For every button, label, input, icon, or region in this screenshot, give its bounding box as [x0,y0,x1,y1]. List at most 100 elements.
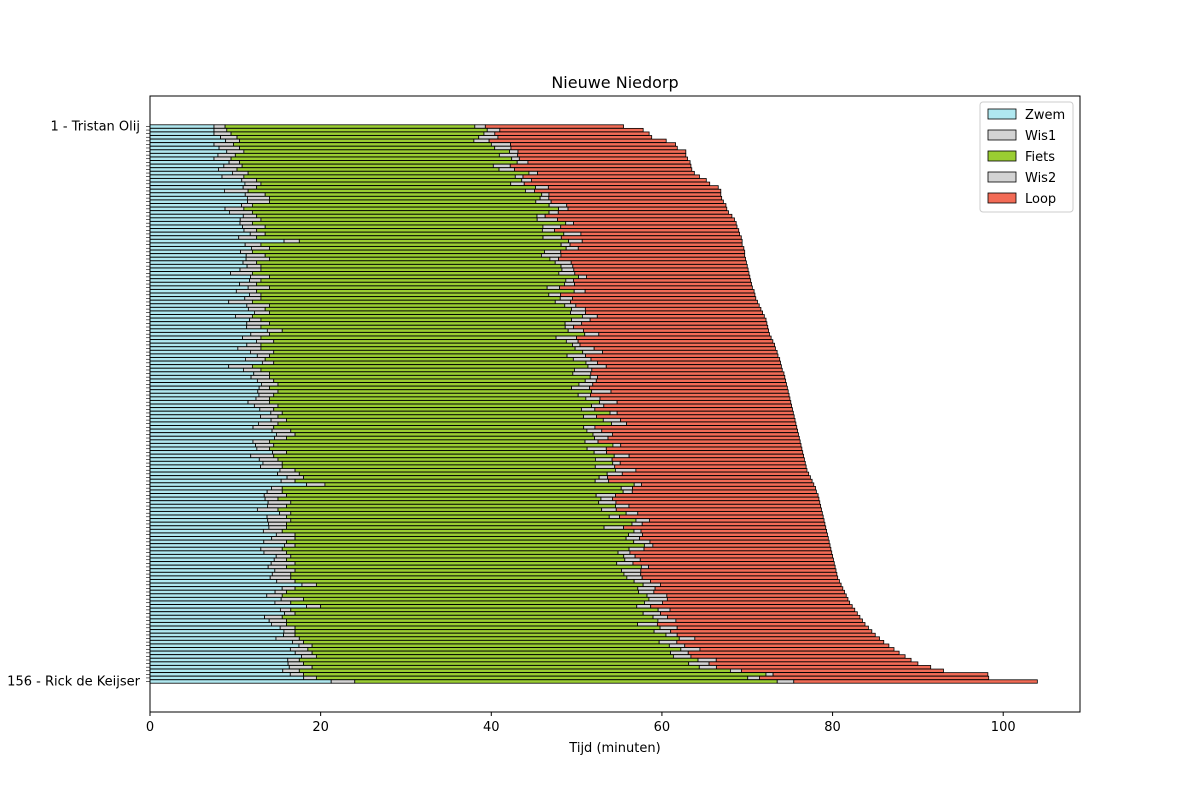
bar-wis2-98 [606,471,623,476]
bar-wis2-18 [535,185,549,190]
bar-loop-17 [523,181,711,186]
bar-wis1-98 [277,471,300,476]
bar-zwem-110 [149,514,268,519]
bar-fiets-130 [294,586,639,591]
bar-zwem-13 [149,167,219,172]
bar-zwem-67 [149,360,263,365]
bar-loop-141 [676,625,869,630]
bar-loop-87 [612,432,799,437]
bar-wis1-91 [256,446,270,451]
bar-wis2-118 [643,543,654,548]
bar-loop-123 [632,561,835,566]
bar-wis1-154 [289,672,304,677]
bar-wis1-83 [270,418,287,423]
bar-zwem-79 [149,403,255,408]
bar-fiets-42 [251,271,560,276]
bar-wis1-20 [244,192,266,197]
legend-swatch-loop [987,192,1017,204]
bar-wis2-41 [561,267,575,272]
bar-loop-38 [558,256,746,262]
bar-fiets-93 [273,453,615,459]
bar-loop-144 [694,636,880,641]
bar-zwem-30 [149,228,245,233]
bar-fiets-6 [233,142,492,147]
bar-wis2-154 [765,672,774,677]
bar-wis1-60 [242,335,262,340]
bar-fiets-57 [260,324,566,330]
bar-fiets-94 [277,457,596,462]
bar-zwem-22 [149,199,248,204]
bar-loop-8 [517,149,687,154]
bar-loop-118 [652,543,831,548]
bar-loop-61 [577,339,774,344]
legend: Zwem Wis1 Fiets Wis2 Loop [979,101,1074,213]
bar-wis2-26 [536,213,546,219]
bar-fiets-154 [303,672,767,677]
bar-wis2-90 [612,443,622,448]
bar-wis2-7 [494,145,512,151]
bar-zwem-4 [149,135,221,140]
bar-wis1-51 [246,303,270,308]
bar-wis1-10 [213,156,232,161]
bar-wis1-117 [263,539,287,544]
bar-fiets-128 [294,579,635,584]
bar-zwem-86 [149,428,273,433]
bar-zwem-146 [149,643,300,648]
bar-zwem-139 [149,618,270,623]
bar-fiets-99 [303,475,600,480]
bar-loop-22 [550,199,724,204]
bar-wis1-85 [252,425,275,430]
bar-fiets-44 [260,278,567,283]
bar-zwem-121 [149,554,277,559]
bar-loop-12 [509,163,692,168]
bar-zwem-93 [149,453,252,459]
bar-loop-53 [585,310,763,315]
bar-wis1-102 [271,486,283,491]
bar-zwem-115 [149,532,277,537]
bar-wis2-128 [633,579,651,584]
bar-wis1-142 [283,629,296,634]
bar-zwem-45 [149,281,241,287]
bar-zwem-127 [149,575,271,580]
bar-loop-34 [569,242,743,247]
bar-wis2-32 [542,235,562,240]
bar-fiets-114 [281,529,635,534]
bar-loop-4 [497,135,653,140]
bar-wis2-43 [578,274,587,279]
bar-wis1-63 [237,346,262,351]
bar-zwem-103 [149,489,268,494]
legend-label-fiets: Fiets [1025,150,1055,165]
bar-loop-78 [616,400,792,405]
bar-fiets-89 [269,439,586,444]
bar-loop-149 [690,654,906,659]
bar-zwem-58 [149,328,268,333]
bar-wis2-60 [555,335,577,340]
bar-loop-65 [585,353,779,358]
bar-loop-30 [554,228,740,233]
bar-fiets-112 [286,521,633,527]
bar-wis1-90 [255,443,275,448]
bar-wis1-32 [238,235,258,240]
bar-fiets-126 [290,571,625,577]
bar-wis1-29 [242,224,266,229]
bar-wis2-76 [577,392,591,398]
bar-fiets-19 [247,188,526,194]
bar-wis1-38 [245,256,270,262]
bar-wis2-142 [653,629,672,634]
bar-wis2-35 [565,246,579,251]
bar-wis2-99 [598,475,608,480]
bar-wis1-41 [239,267,262,272]
bar-wis2-125 [621,568,642,573]
bar-wis2-67 [585,360,598,365]
bar-zwem-19 [149,188,225,194]
bar-fiets-60 [260,335,557,340]
bar-fiets-111 [290,518,637,523]
bar-wis2-51 [564,303,577,308]
bar-fiets-82 [277,414,584,419]
bar-wis2-133 [648,597,668,602]
bar-zwem-99 [149,475,288,480]
bar-wis2-89 [584,439,599,444]
bar-fiets-118 [294,543,645,548]
bar-wis1-22 [247,199,270,204]
y-tick-label: 156 - Rick de Keijser [7,675,140,690]
